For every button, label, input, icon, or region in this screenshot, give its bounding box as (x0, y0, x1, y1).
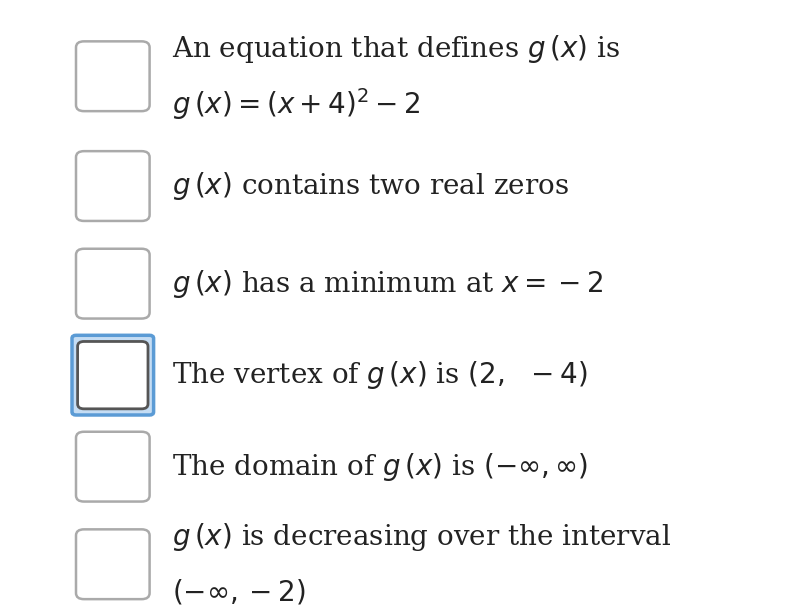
Text: $g\,(x)$ has a minimum at $x = -2$: $g\,(x)$ has a minimum at $x = -2$ (172, 268, 603, 300)
Text: $g\,(x) = (x + 4)^{2} - 2$: $g\,(x) = (x + 4)^{2} - 2$ (172, 86, 421, 121)
Text: $g\,(x)$ contains two real zeros: $g\,(x)$ contains two real zeros (172, 170, 569, 202)
Text: The domain of $g\,(x)$ is $(-\infty, \infty)$: The domain of $g\,(x)$ is $(-\infty, \in… (172, 451, 588, 483)
FancyBboxPatch shape (76, 529, 150, 599)
FancyBboxPatch shape (76, 41, 150, 111)
Text: $(-\infty, -2)$: $(-\infty, -2)$ (172, 577, 306, 606)
FancyBboxPatch shape (76, 151, 150, 221)
FancyBboxPatch shape (76, 432, 150, 501)
FancyBboxPatch shape (72, 336, 154, 415)
Text: $g\,(x)$ is decreasing over the interval: $g\,(x)$ is decreasing over the interval (172, 521, 671, 553)
Text: The vertex of $g\,(x)$ is $(2,\;\; - 4)$: The vertex of $g\,(x)$ is $(2,\;\; - 4)$ (172, 359, 588, 391)
FancyBboxPatch shape (78, 342, 148, 409)
Text: An equation that defines $g\,(x)$ is: An equation that defines $g\,(x)$ is (172, 33, 620, 65)
FancyBboxPatch shape (76, 249, 150, 318)
